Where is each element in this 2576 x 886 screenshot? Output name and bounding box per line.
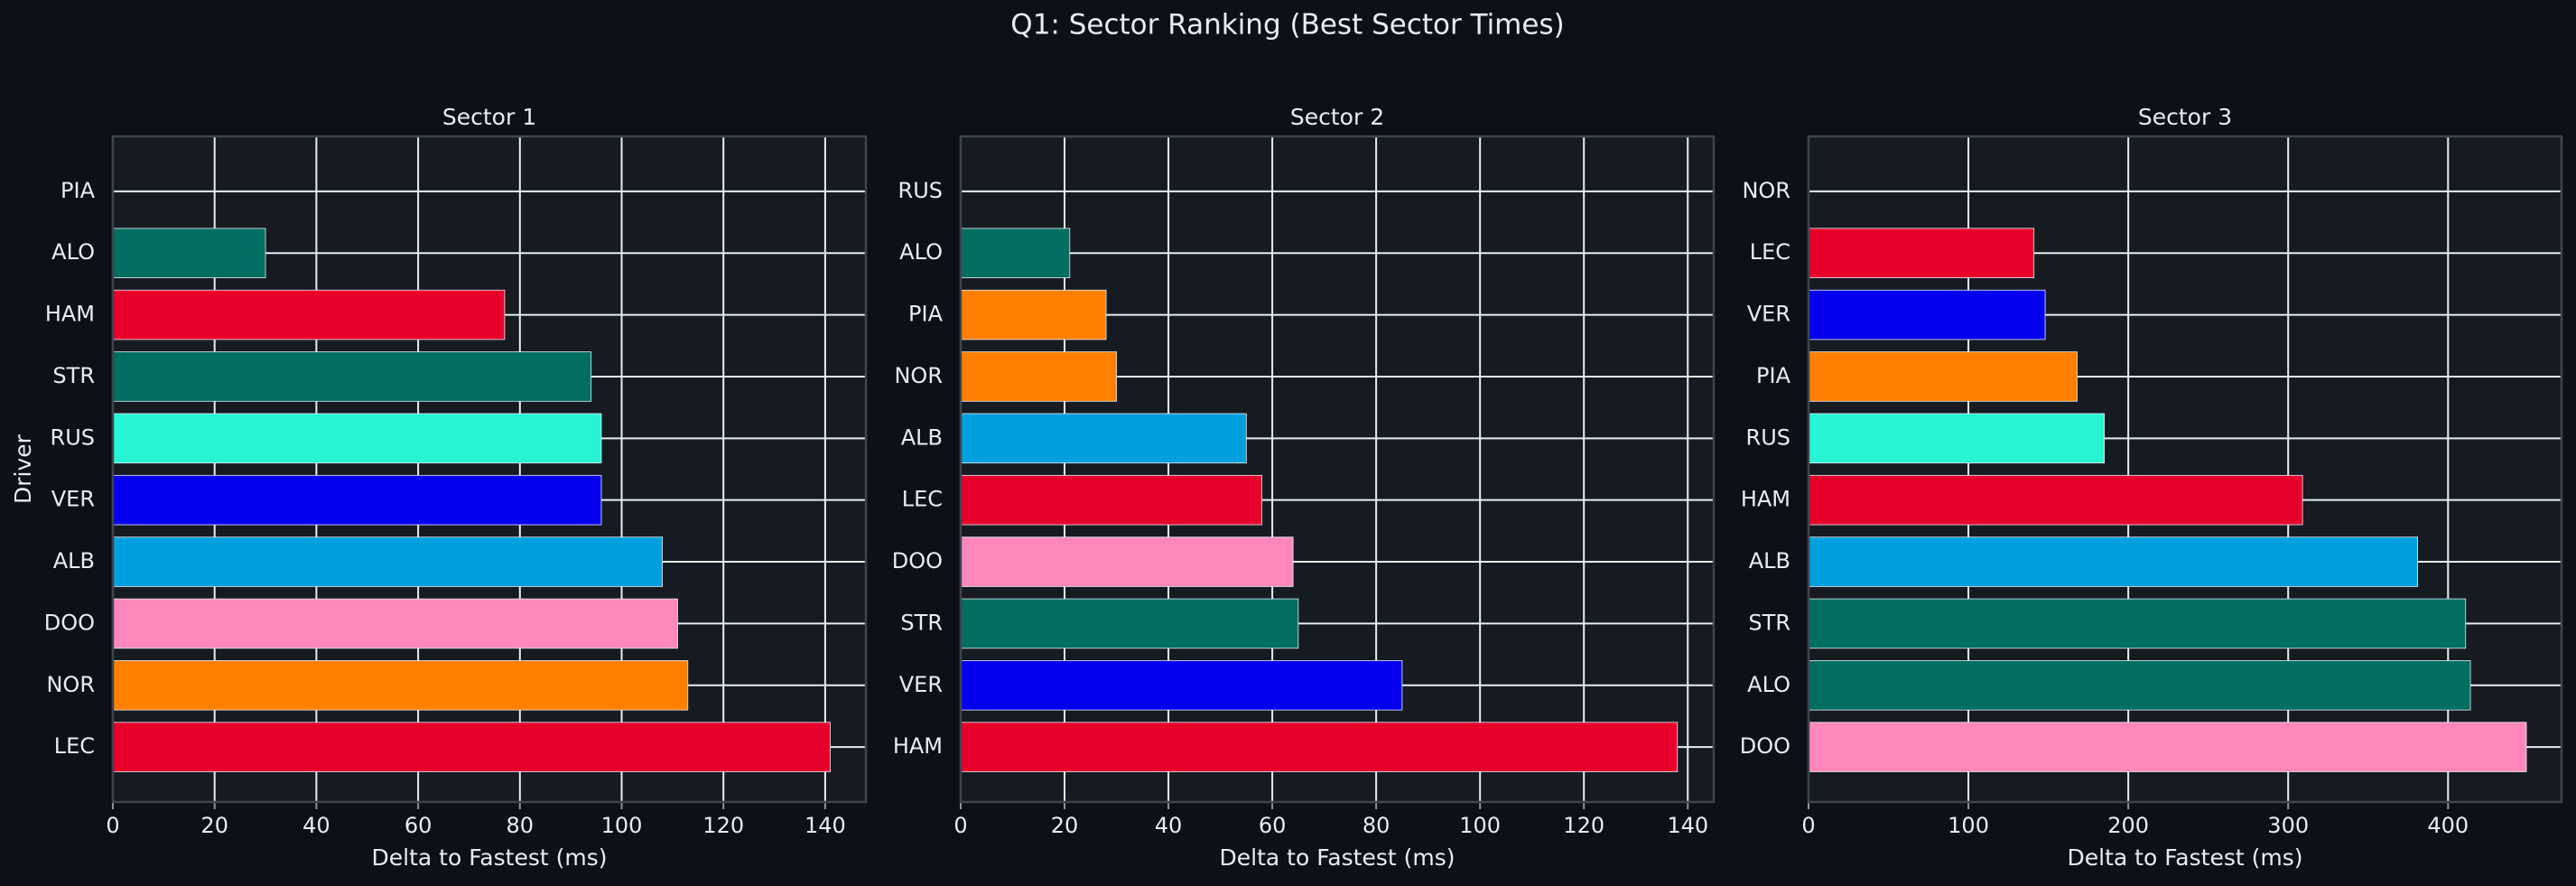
bar [112,289,506,340]
bar [112,598,678,649]
y-tick-label: PIA [60,178,96,203]
bar [1808,289,2046,340]
x-tick-label: 60 [405,813,432,838]
x-tick-label: 0 [1801,813,1815,838]
y-axis-label: Driver [10,434,36,504]
bar [112,474,602,526]
bar [1808,474,2303,526]
x-tick-label: 40 [1155,813,1183,838]
y-tick-label: DOO [1740,733,1790,759]
y-tick-label: VER [51,487,95,512]
x-tick-label: 100 [601,813,643,838]
y-tick-label: DOO [892,548,943,574]
x-tick-label: 80 [1362,813,1390,838]
axes-title: Sector 2 [1290,104,1384,130]
bar [1808,413,2105,464]
axes-frame [1807,135,2563,804]
x-tick-label: 60 [1259,813,1287,838]
y-tick-label: RUS [51,424,95,450]
y-tick-label: HAM [893,733,943,759]
bar [960,598,1299,649]
bar [1808,228,2035,278]
x-tick-label: 400 [2427,813,2469,838]
figure-title: Q1: Sector Ranking (Best Sector Times) [1010,9,1564,42]
x-axis-label: Delta to Fastest (ms) [2068,844,2303,871]
x-tick-label: 140 [1667,813,1708,838]
bar [112,413,602,464]
x-axis-label: Delta to Fastest (ms) [1220,844,1455,871]
x-tick-label: 200 [2107,813,2149,838]
y-tick-label: VER [899,672,943,697]
y-tick-label: PIA [908,302,944,327]
x-tick-label: 100 [1948,813,1989,838]
bar [112,536,663,587]
y-tick-label: ALO [51,239,95,265]
y-tick-label: LEC [1750,239,1790,265]
x-tick-label: 300 [2267,813,2309,838]
bar [112,228,266,278]
y-tick-label: PIA [1756,363,1791,388]
x-tick-label: 100 [1459,813,1501,838]
x-tick-label: 0 [953,813,967,838]
y-tick-label: VER [1747,302,1790,327]
bar [112,351,592,402]
x-tick-label: 120 [1563,813,1604,838]
x-tick-label: 80 [507,813,535,838]
x-tick-label: 140 [804,813,846,838]
bar [960,289,1107,340]
y-tick-label: DOO [44,610,95,635]
bar [960,413,1247,464]
y-tick-label: LEC [54,733,95,759]
x-axis-label: Delta to Fastest (ms) [372,844,608,871]
bar [112,660,689,711]
x-tick-label: 0 [106,813,119,838]
y-tick-label: ALO [899,239,943,265]
y-tick-label: HAM [1741,487,1790,512]
y-tick-label: RUS [1746,424,1790,450]
bar [960,474,1263,526]
bar [960,228,1071,278]
bar [1808,536,2419,587]
axes-frame [959,135,1716,804]
y-tick-label: LEC [902,487,943,512]
bar [1808,598,2467,649]
bar [960,536,1294,587]
y-tick-label: ALO [1747,672,1790,697]
x-tick-label: 20 [200,813,228,838]
bar [960,722,1679,772]
y-tick-label: STR [900,610,943,635]
y-tick-label: NOR [1742,178,1790,203]
bar [960,660,1403,711]
axes-title: Sector 3 [2138,104,2232,130]
bar [960,351,1117,402]
bar [112,722,831,772]
y-tick-label: RUS [898,178,943,203]
y-tick-label: NOR [894,363,943,388]
axes-title: Sector 1 [442,104,536,130]
bar [1808,660,2471,711]
y-tick-label: NOR [46,672,95,697]
y-tick-label: ALB [1749,548,1790,574]
axes-frame [111,135,868,804]
y-tick-label: STR [52,363,95,388]
y-tick-label: STR [1748,610,1790,635]
bar [1808,351,2078,402]
bar [1808,722,2527,772]
y-tick-label: ALB [901,424,943,450]
x-tick-label: 40 [302,813,330,838]
x-tick-label: 120 [702,813,744,838]
x-tick-label: 20 [1051,813,1079,838]
y-tick-label: ALB [53,548,95,574]
y-tick-label: HAM [45,302,95,327]
